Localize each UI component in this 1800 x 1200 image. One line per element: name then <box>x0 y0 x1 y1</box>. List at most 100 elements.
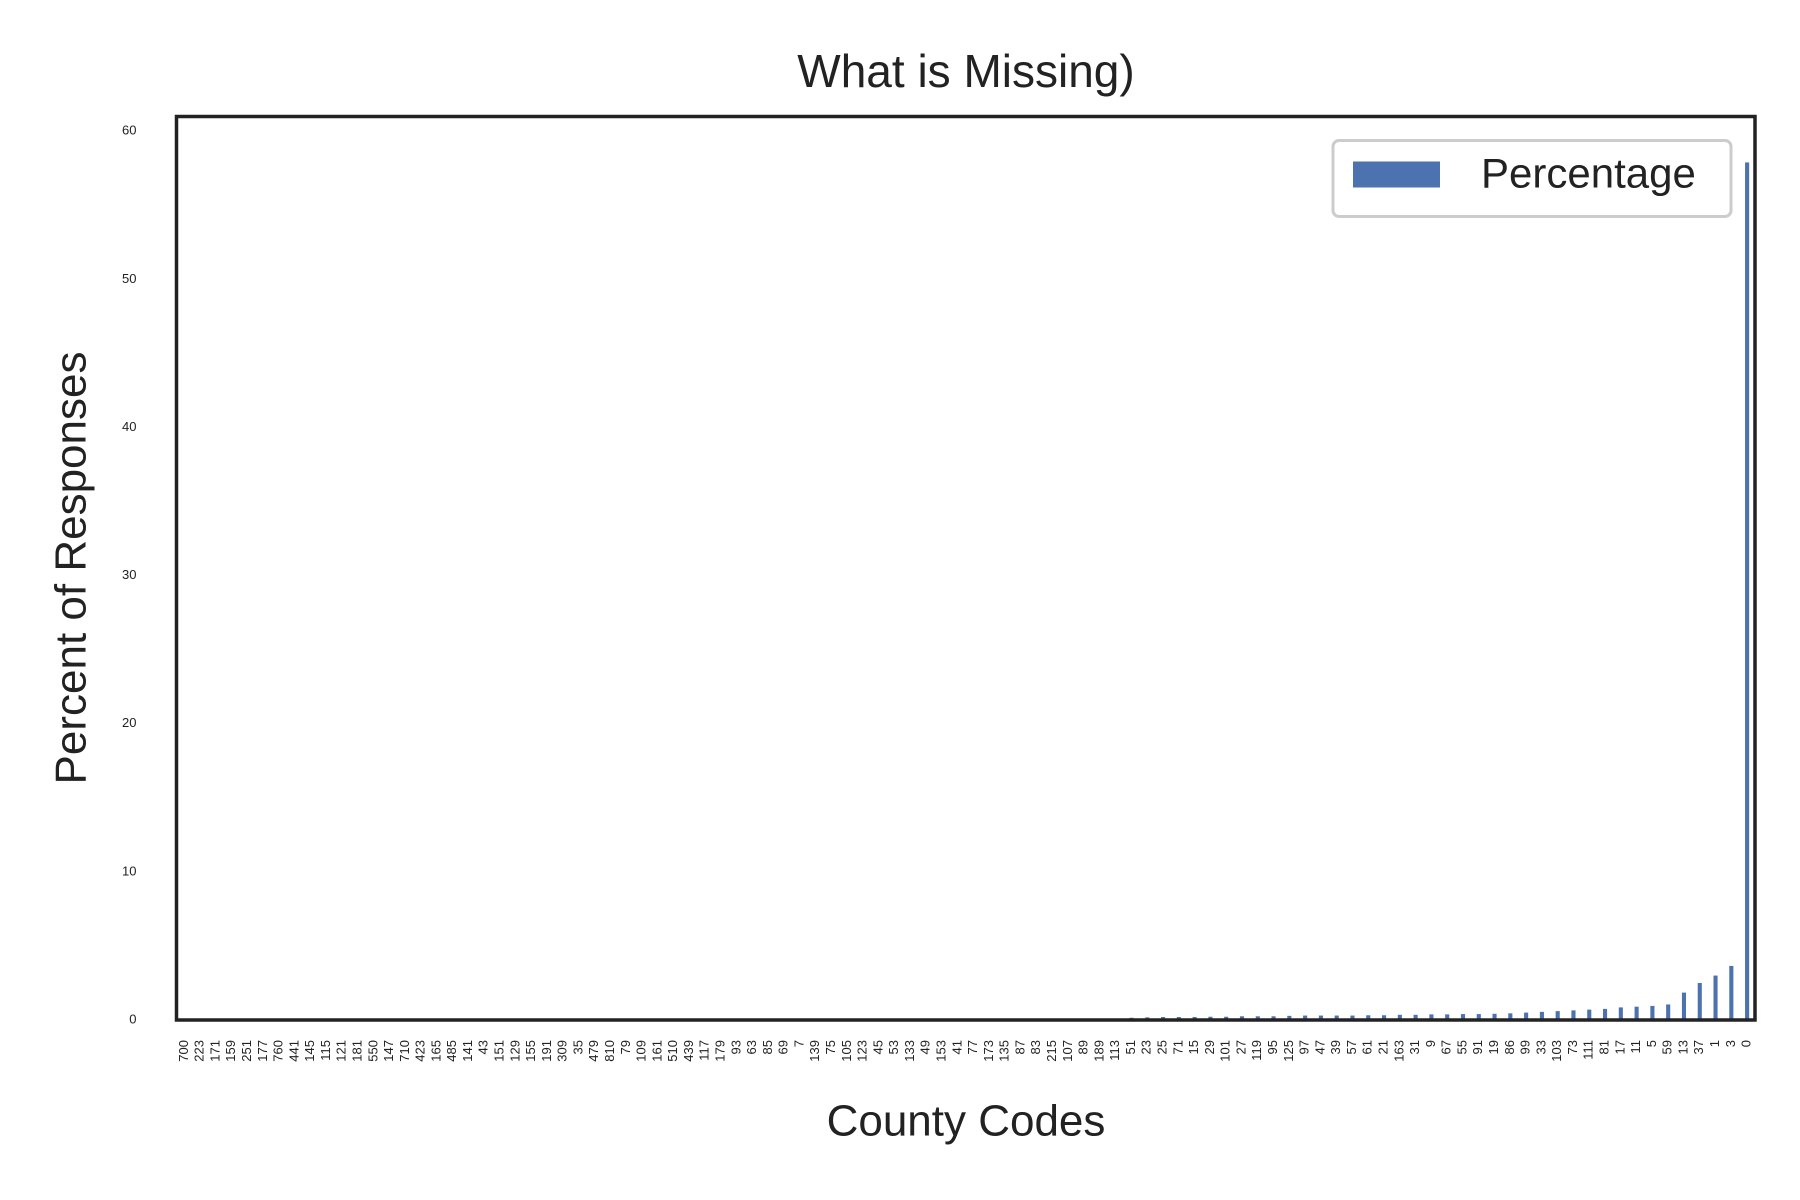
bar <box>1681 992 1687 1020</box>
x-axis-label: County Codes <box>827 1097 1106 1146</box>
x-tick-label: 29 <box>1202 1040 1217 1054</box>
bar <box>1239 1016 1245 1020</box>
x-tick-label: 179 <box>713 1040 728 1062</box>
x-tick-label: 251 <box>239 1040 254 1062</box>
x-tick-label: 119 <box>1249 1040 1264 1061</box>
x-tick-label: 93 <box>728 1040 743 1054</box>
x-tick-label: 141 <box>460 1040 475 1062</box>
bar <box>1492 1013 1497 1020</box>
x-tick-label: 9 <box>1423 1040 1438 1047</box>
bar <box>1508 1013 1513 1020</box>
y-tick-label: 0 <box>129 1011 136 1026</box>
x-tick-label: 67 <box>1439 1040 1454 1054</box>
x-tick-label: 25 <box>1155 1040 1170 1054</box>
x-tick-label: 51 <box>1123 1040 1138 1054</box>
x-tick-label: 59 <box>1660 1040 1675 1054</box>
x-tick-label: 27 <box>1233 1040 1248 1054</box>
x-tick-label: 165 <box>428 1040 443 1062</box>
x-tick-label: 37 <box>1691 1040 1706 1054</box>
x-tick-label: 19 <box>1486 1040 1501 1054</box>
x-tick-label: 115 <box>318 1040 333 1061</box>
y-tick-label: 40 <box>122 419 136 434</box>
x-tick-label: 760 <box>271 1040 286 1062</box>
x-tick-label: 83 <box>1028 1040 1043 1054</box>
y-tick-label: 60 <box>122 123 136 138</box>
x-tick-label: 147 <box>381 1040 396 1062</box>
x-tick-label: 89 <box>1076 1040 1091 1054</box>
x-tick-label: 69 <box>776 1040 791 1054</box>
x-tick-label: 85 <box>760 1040 775 1054</box>
x-tick-label: 139 <box>807 1040 822 1062</box>
x-tick-label: 177 <box>255 1040 270 1062</box>
bar <box>1650 1005 1655 1020</box>
bar <box>1555 1011 1560 1020</box>
x-tick-label: 95 <box>1265 1040 1280 1054</box>
x-tick-label: 23 <box>1139 1040 1154 1054</box>
x-tick-label: 479 <box>586 1040 601 1062</box>
x-tick-label: 121 <box>334 1040 349 1062</box>
bar <box>1460 1014 1466 1020</box>
bar <box>1713 975 1718 1020</box>
bar <box>1271 1016 1276 1020</box>
bar <box>1366 1015 1371 1020</box>
x-tick-label: 125 <box>1281 1040 1296 1062</box>
x-tick-label: 700 <box>176 1040 191 1062</box>
bar <box>1350 1015 1355 1020</box>
bar <box>1397 1014 1402 1020</box>
chart-title: What is Missing) <box>797 45 1134 97</box>
x-tick-label: 13 <box>1675 1040 1690 1054</box>
x-tick-label: 181 <box>349 1040 364 1062</box>
x-tick-label: 105 <box>839 1040 854 1062</box>
y-tick-label: 50 <box>122 271 136 286</box>
x-tick-label: 61 <box>1360 1040 1375 1054</box>
x-tick-label: 0 <box>1739 1040 1754 1047</box>
x-tick-label: 53 <box>886 1040 901 1054</box>
x-tick-label: 87 <box>1012 1040 1027 1054</box>
x-tick-label: 441 <box>286 1040 301 1062</box>
y-axis-label: Percent of Responses <box>47 352 96 785</box>
x-tick-label: 3 <box>1723 1040 1738 1047</box>
x-tick-label: 159 <box>223 1040 238 1062</box>
x-tick-label: 55 <box>1454 1040 1469 1054</box>
bar <box>1303 1015 1308 1020</box>
x-tick-label: 103 <box>1549 1040 1564 1062</box>
y-tick-label: 20 <box>122 715 136 730</box>
bar <box>1571 1010 1576 1020</box>
x-tick-label: 107 <box>1060 1040 1075 1062</box>
bar <box>1697 982 1702 1020</box>
x-tick-label: 15 <box>1186 1040 1201 1054</box>
x-tick-label: 145 <box>302 1040 317 1062</box>
x-tick-label: 49 <box>918 1040 933 1054</box>
x-tick-label: 75 <box>823 1040 838 1054</box>
x-tick-label: 73 <box>1565 1040 1580 1054</box>
x-tick-label: 223 <box>192 1040 207 1062</box>
bar <box>1587 1009 1592 1020</box>
bar <box>1634 1006 1639 1020</box>
x-tick-label: 77 <box>965 1040 980 1054</box>
x-tick-label: 99 <box>1518 1040 1533 1054</box>
x-tick-label: 439 <box>681 1040 696 1062</box>
legend-label: Percentage <box>1481 150 1696 197</box>
x-tick-label: 111 <box>1581 1040 1596 1060</box>
x-tick-label: 7 <box>791 1040 806 1047</box>
x-tick-label: 151 <box>492 1040 507 1062</box>
x-tick-label: 33 <box>1533 1040 1548 1054</box>
bar <box>1539 1011 1544 1020</box>
x-tick-label: 810 <box>602 1040 617 1062</box>
x-tick-label: 11 <box>1628 1040 1643 1054</box>
bar <box>1445 1014 1450 1020</box>
x-tick-label: 21 <box>1375 1040 1390 1054</box>
x-tick-label: 123 <box>855 1040 870 1062</box>
x-tick-label: 79 <box>618 1040 633 1054</box>
x-tick-label: 189 <box>1091 1040 1106 1062</box>
x-tick-label: 17 <box>1612 1040 1627 1054</box>
x-tick-label: 39 <box>1328 1040 1343 1054</box>
x-tick-label: 109 <box>634 1040 649 1062</box>
x-tick-label: 81 <box>1596 1040 1611 1054</box>
x-tick-label: 423 <box>413 1040 428 1062</box>
bar <box>1618 1007 1623 1020</box>
x-tick-label: 161 <box>649 1040 664 1062</box>
bar <box>1334 1015 1339 1020</box>
y-tick-label: 30 <box>122 567 136 582</box>
